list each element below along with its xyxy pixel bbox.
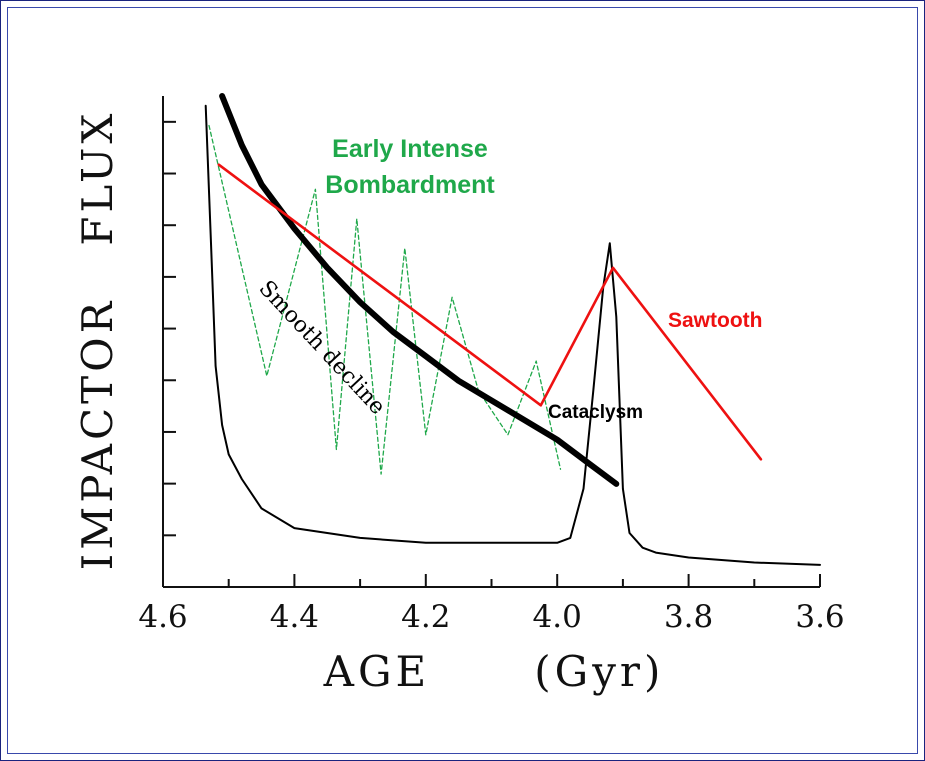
annotation-cataclysm: Cataclysm [548,402,643,423]
series-line-smooth-decline [219,93,620,487]
y-axis-title: IMPACTOR FLUX [73,110,122,571]
x-tick-label: 4.4 [270,599,319,635]
axes: 4.6 4.4 4.2 4.0 3.8 3.6 [138,96,845,635]
x-tick-label: 4.0 [533,599,582,635]
series-layer [204,93,821,566]
annotation-early-line1: Early Intense [332,135,488,163]
x-tick-label: 3.8 [664,599,713,635]
x-tick-label: 3.6 [795,599,844,635]
x-tick-label: 4.2 [401,599,450,635]
annotation-sawtooth: Sawtooth [668,309,763,332]
x-axis-title: AGE (Gyr) [323,647,665,696]
annotation-early-line2: Bombardment [325,171,495,199]
x-tick-label: 4.6 [138,599,187,635]
series-line-cataclysm [204,104,821,566]
series-line-early-intense-bombardment [208,124,562,475]
series-line-sawtooth [217,163,763,461]
figure-inner-border [7,7,918,754]
